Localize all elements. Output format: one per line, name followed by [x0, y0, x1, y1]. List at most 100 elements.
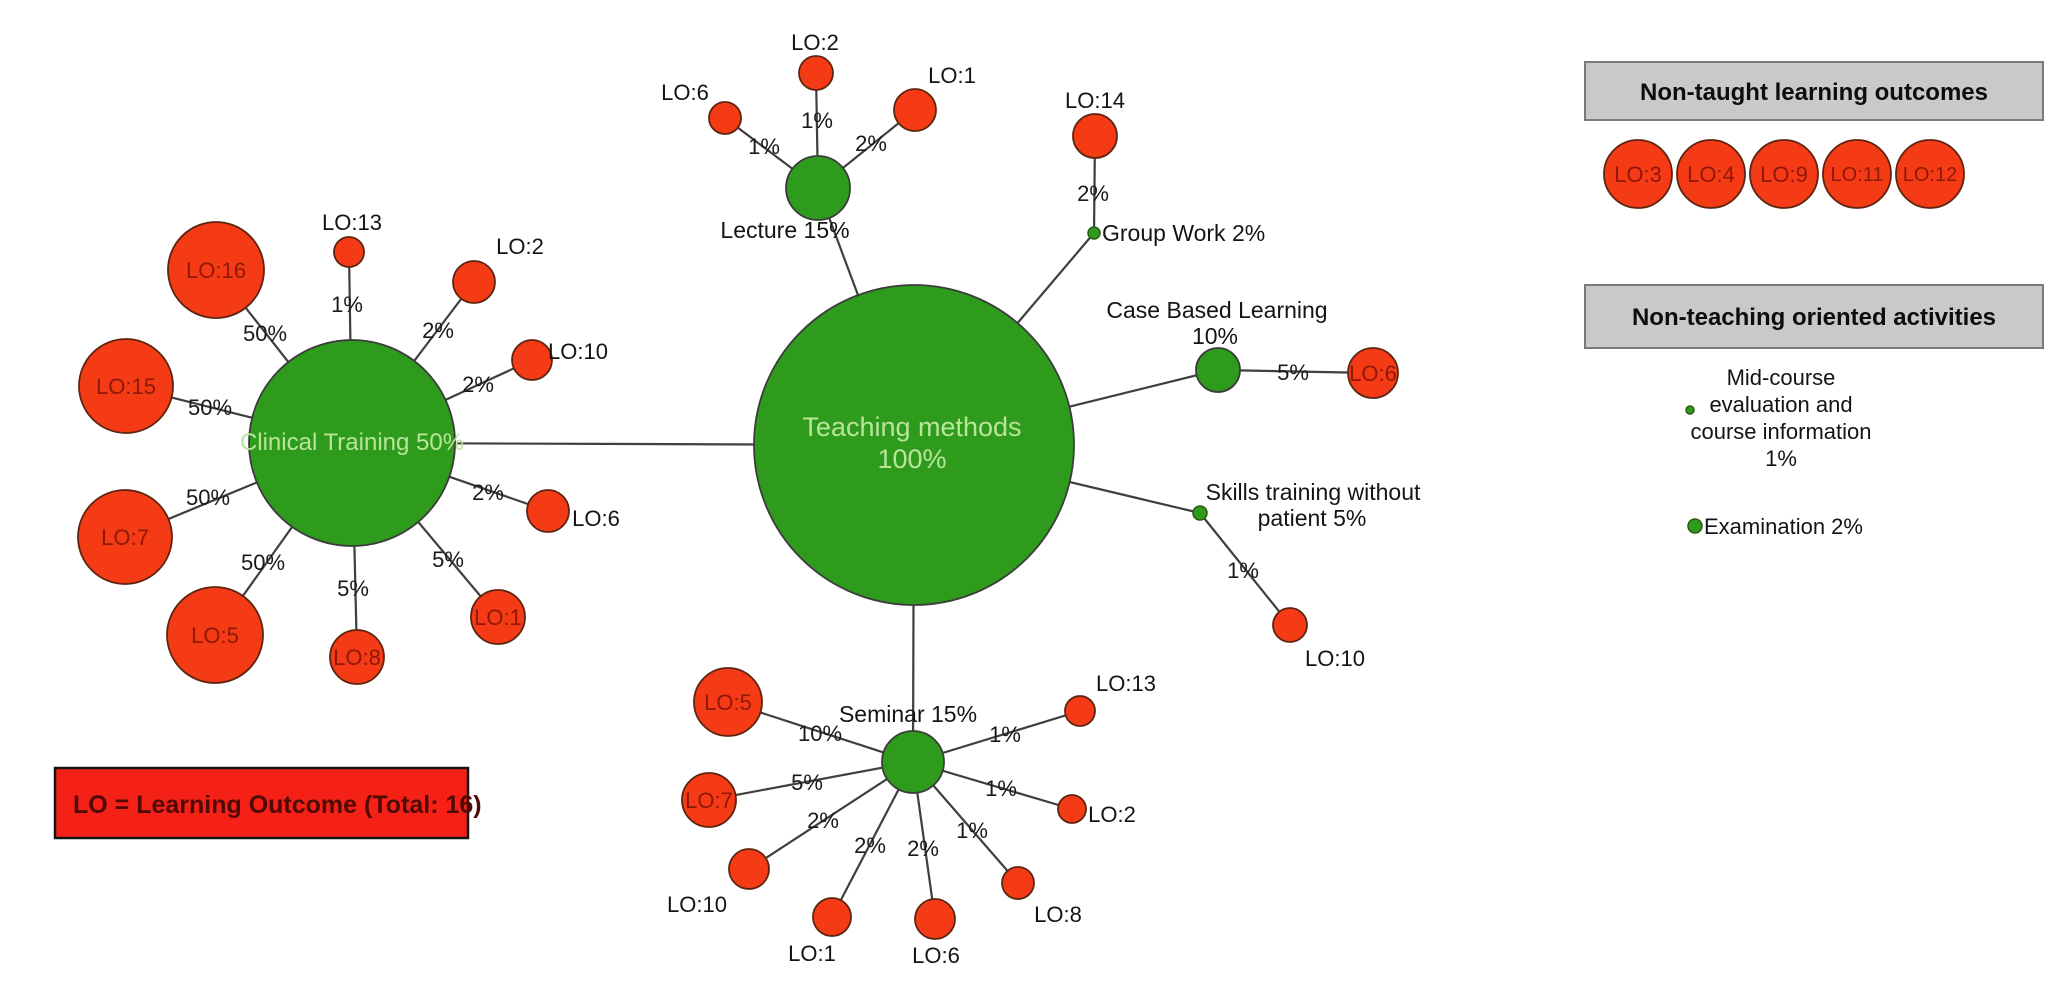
skills-lo10-label: LO:10 [1305, 646, 1365, 671]
non-teaching-title: Non-teaching oriented activities [1632, 304, 1996, 331]
cbl-lo6-pct: 5% [1277, 360, 1309, 385]
edge-skills-lo10 [1199, 512, 1291, 626]
clinical-lo16-label: LO:16 [186, 258, 246, 283]
group-work-node [1087, 226, 1101, 240]
non-taught-lo9-node [1749, 139, 1819, 209]
seminar-lo6-node [914, 898, 956, 940]
seminar-lo1-node [812, 897, 852, 937]
seminar-lo2-node [1057, 794, 1087, 824]
clinical-lo13-label: LO:13 [322, 210, 382, 235]
clinical-lo2-label: LO:2 [496, 234, 544, 259]
non-taught-lo4-label: LO:4 [1687, 162, 1735, 187]
seminar-lo7-node [681, 772, 737, 828]
clinical-lo6-label: LO:6 [572, 506, 620, 531]
clinical-lo7-label: LO:7 [101, 525, 149, 550]
non-taught-lo11-label: LO:11 [1831, 164, 1884, 186]
teaching-methods-node [753, 284, 1075, 606]
lecture-lo1-pct: 2% [855, 131, 887, 156]
skills-lo10-pct: 1% [1227, 558, 1259, 583]
seminar-lo6-pct: 2% [907, 836, 939, 861]
seminar-lo5-pct: 10% [798, 721, 842, 746]
seminar-lo10-node [728, 848, 770, 890]
clinical-lo6-node [526, 489, 570, 533]
group-work-label: Group Work 2% [1102, 220, 1265, 246]
skills-label-line2: patient 5% [1258, 505, 1367, 531]
examination-dot [1687, 518, 1703, 534]
clinical-lo16-pct: 50% [243, 321, 287, 346]
clinical-lo5-pct: 50% [241, 550, 285, 575]
edge-seminar-lo10 [748, 761, 914, 870]
lecture-lo1-label: LO:1 [928, 63, 976, 88]
outcome-nodes [77, 55, 1399, 940]
seminar-lo7-pct: 5% [791, 770, 823, 795]
midcourse-label-line1: Mid-course [1727, 365, 1836, 390]
seminar-lo1-pct: 2% [854, 833, 886, 858]
midcourse-dot [1685, 405, 1695, 415]
cbl-label-line1: Case Based Learning [1106, 297, 1327, 323]
case-based-learning-node [1195, 347, 1241, 393]
clinical-lo10-pct: 2% [462, 372, 494, 397]
lecture-label: Lecture 15% [720, 217, 849, 243]
clinical-lo1-pct: 5% [432, 547, 464, 572]
seminar-lo2-pct: 1% [985, 776, 1017, 801]
clinical-lo13-node [333, 236, 365, 268]
non-taught-header-box [1584, 61, 2044, 121]
non-taught-title: Non-taught learning outcomes [1640, 79, 1988, 106]
seminar-lo13-node [1064, 695, 1096, 727]
seminar-lo13-pct: 1% [989, 722, 1021, 747]
clinical-lo6-pct: 2% [472, 480, 504, 505]
non-taught-lo3-node [1603, 139, 1673, 209]
seminar-label: Seminar 15% [839, 701, 977, 727]
non-taught-lo12-label: LO:12 [1903, 164, 1957, 186]
seminar-lo8-node [1001, 866, 1035, 900]
clinical-lo1-node [470, 589, 526, 645]
examination-label: Examination 2% [1704, 514, 1863, 539]
seminar-lo8-pct: 1% [956, 818, 988, 843]
teaching-methods-label-line1: Teaching methods [802, 412, 1021, 442]
clinical-training-node [248, 339, 456, 547]
seminar-lo10-pct: 2% [807, 808, 839, 833]
clinical-lo2-pct: 2% [422, 318, 454, 343]
groupwork-lo14-node [1072, 113, 1118, 159]
clinical-lo13-pct: 1% [331, 292, 363, 317]
non-taught-lo4-node [1676, 139, 1746, 209]
clinical-lo7-node [77, 489, 173, 585]
groupwork-lo14-label: LO:14 [1065, 88, 1125, 113]
legend: LO = Learning Outcome (Total: 16) [53, 766, 482, 840]
clinical-lo16-node [167, 221, 265, 319]
method-nodes [248, 155, 1241, 794]
lecture-lo2-pct: 1% [801, 108, 833, 133]
lecture-lo6-label: LO:6 [661, 80, 709, 105]
midcourse-label-line2: evaluation and [1709, 392, 1852, 417]
clinical-lo8-node [329, 629, 385, 685]
teaching-methods-label-line2: 100% [877, 444, 946, 474]
non-taught-lo9-label: LO:9 [1760, 162, 1808, 187]
clinical-lo7-pct: 50% [186, 485, 230, 510]
lecture-lo2-label: LO:2 [791, 30, 839, 55]
seminar-lo5-node [693, 667, 763, 737]
clinical-lo10-node [511, 339, 553, 381]
clinical-lo15-label: LO:15 [96, 374, 156, 399]
seminar-lo13-label: LO:13 [1096, 671, 1156, 696]
groupwork-lo14-pct: 2% [1077, 181, 1109, 206]
clinical-lo5-node [166, 586, 264, 684]
seminar-lo6-label: LO:6 [912, 943, 960, 968]
seminar-lo8-label: LO:8 [1034, 902, 1082, 927]
lecture-lo6-pct: 1% [748, 134, 780, 159]
seminar-lo10-label: LO:10 [667, 892, 727, 917]
clinical-lo2-node [452, 260, 496, 304]
midcourse-label-line4: 1% [1765, 446, 1797, 471]
lecture-lo6-node [708, 101, 742, 135]
lecture-node [785, 155, 851, 221]
midcourse-label-line3: course information [1691, 419, 1872, 444]
seminar-lo5-label: LO:5 [704, 690, 752, 715]
clinical-training-label: Clinical Training 50% [240, 429, 464, 456]
cbl-lo6-node [1347, 347, 1399, 399]
non-taught-lo3-label: LO:3 [1614, 162, 1662, 187]
clinical-lo8-label: LO:8 [333, 645, 381, 670]
skills-training-node [1192, 505, 1208, 521]
clinical-lo5-label: LO:5 [191, 623, 239, 648]
legend-label: LO = Learning Outcome (Total: 16) [73, 791, 482, 819]
